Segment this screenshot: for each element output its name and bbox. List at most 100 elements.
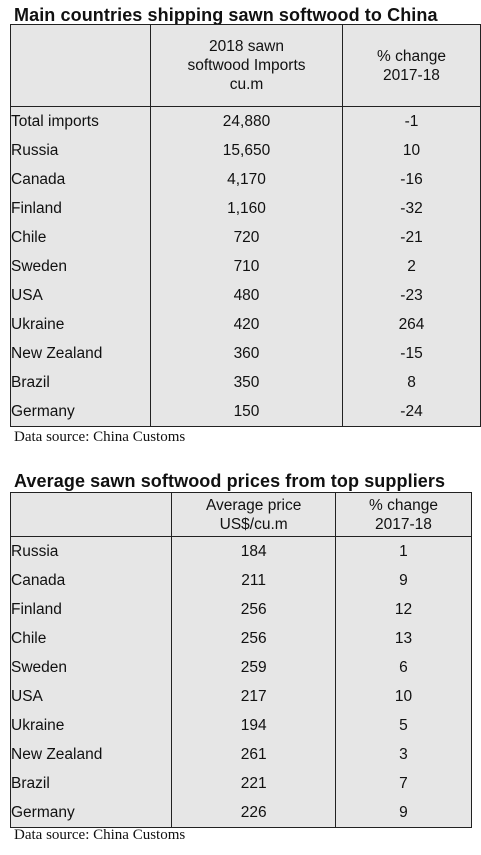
change-cell: 1 — [334, 536, 473, 566]
value-cell: 184 — [171, 536, 336, 566]
header-country — [10, 24, 151, 107]
country-cell: Sweden — [9, 653, 173, 682]
header-imports: 2018 sawn softwood Imports cu.m — [150, 24, 343, 107]
country-cell: Germany — [9, 798, 173, 828]
country-cell: Brazil — [10, 368, 151, 397]
change-cell: 3 — [334, 740, 473, 769]
change-cell: -21 — [342, 223, 481, 252]
table-row: Finland 1,160 -32 — [10, 194, 481, 223]
country-cell: Finland — [9, 595, 173, 624]
country-cell: Finland — [10, 194, 151, 223]
change-cell: -24 — [342, 397, 481, 427]
header-change: % change 2017-18 — [342, 24, 481, 107]
change-cell: 10 — [342, 136, 481, 165]
value-cell: 15,650 — [150, 136, 343, 165]
value-cell: 256 — [171, 624, 336, 653]
change-cell: -1 — [342, 106, 481, 136]
header-country — [9, 492, 173, 537]
table-header-row: 2018 sawn softwood Imports cu.m % change… — [10, 24, 481, 107]
header-change: % change 2017-18 — [334, 492, 473, 537]
table-row: Ukraine 420 264 — [10, 310, 481, 339]
table-row: Total imports 24,880 -1 — [10, 106, 481, 136]
change-cell: 13 — [334, 624, 473, 653]
table-header-row: Average price US$/cu.m % change 2017-18 — [9, 492, 473, 537]
country-cell: Sweden — [10, 252, 151, 281]
value-cell: 480 — [150, 281, 343, 310]
value-cell: 24,880 — [150, 106, 343, 136]
country-cell: Brazil — [9, 769, 173, 798]
table-row: Russia 15,650 10 — [10, 136, 481, 165]
country-cell: New Zealand — [10, 339, 151, 368]
table-row: Sweden 259 6 — [9, 653, 473, 682]
country-cell: Ukraine — [10, 310, 151, 339]
value-cell: 360 — [150, 339, 343, 368]
country-cell: Chile — [10, 223, 151, 252]
country-cell: Total imports — [10, 106, 151, 136]
change-cell: 5 — [334, 711, 473, 740]
country-cell: Chile — [9, 624, 173, 653]
table-row: Germany 226 9 — [9, 798, 473, 828]
table-row: Canada 4,170 -16 — [10, 165, 481, 194]
country-cell: Canada — [9, 566, 173, 595]
change-cell: 6 — [334, 653, 473, 682]
value-cell: 150 — [150, 397, 343, 427]
change-cell: 9 — [334, 566, 473, 595]
country-cell: USA — [10, 281, 151, 310]
value-cell: 710 — [150, 252, 343, 281]
country-cell: Ukraine — [9, 711, 173, 740]
table-row: Brazil 350 8 — [10, 368, 481, 397]
change-cell: 10 — [334, 682, 473, 711]
country-cell: New Zealand — [9, 740, 173, 769]
change-cell: 9 — [334, 798, 473, 828]
change-cell: 8 — [342, 368, 481, 397]
table1-source: Data source: China Customs — [14, 429, 186, 445]
value-cell: 420 — [150, 310, 343, 339]
country-cell: Germany — [10, 397, 151, 427]
country-cell: USA — [9, 682, 173, 711]
prices-table: Average price US$/cu.m % change 2017-18 … — [9, 492, 473, 828]
change-cell: 12 — [334, 595, 473, 624]
table-row: Sweden 710 2 — [10, 252, 481, 281]
table-row: Brazil 221 7 — [9, 769, 473, 798]
table-row: New Zealand 360 -15 — [10, 339, 481, 368]
value-cell: 256 — [171, 595, 336, 624]
change-cell: 2 — [342, 252, 481, 281]
change-cell: -23 — [342, 281, 481, 310]
change-cell: 7 — [334, 769, 473, 798]
header-imports-label: 2018 sawn softwood Imports cu.m — [187, 38, 306, 93]
table-row: Canada 211 9 — [9, 566, 473, 595]
header-change-label: % change 2017-18 — [369, 496, 438, 533]
country-cell: Canada — [10, 165, 151, 194]
value-cell: 217 — [171, 682, 336, 711]
change-cell: 264 — [342, 310, 481, 339]
table1-title: Main countries shipping sawn softwood to… — [14, 5, 438, 25]
table2-title: Average sawn softwood prices from top su… — [14, 471, 446, 491]
value-cell: 226 — [171, 798, 336, 828]
table-row: USA 480 -23 — [10, 281, 481, 310]
value-cell: 221 — [171, 769, 336, 798]
imports-table: 2018 sawn softwood Imports cu.m % change… — [10, 24, 481, 427]
table-row: Ukraine 194 5 — [9, 711, 473, 740]
table-row: Russia 184 1 — [9, 536, 473, 566]
value-cell: 259 — [171, 653, 336, 682]
header-price: Average price US$/cu.m — [171, 492, 336, 537]
value-cell: 261 — [171, 740, 336, 769]
table-row: New Zealand 261 3 — [9, 740, 473, 769]
change-cell: -16 — [342, 165, 481, 194]
table-row: Chile 720 -21 — [10, 223, 481, 252]
table-row: Chile 256 13 — [9, 624, 473, 653]
value-cell: 1,160 — [150, 194, 343, 223]
value-cell: 720 — [150, 223, 343, 252]
value-cell: 4,170 — [150, 165, 343, 194]
table2-source: Data source: China Customs — [14, 827, 186, 843]
value-cell: 194 — [171, 711, 336, 740]
header-change-label: % change 2017-18 — [377, 47, 446, 84]
table-row: USA 217 10 — [9, 682, 473, 711]
table-row: Finland 256 12 — [9, 595, 473, 624]
change-cell: -15 — [342, 339, 481, 368]
value-cell: 350 — [150, 368, 343, 397]
header-price-label: Average price US$/cu.m — [205, 496, 302, 533]
country-cell: Russia — [10, 136, 151, 165]
value-cell: 211 — [171, 566, 336, 595]
change-cell: -32 — [342, 194, 481, 223]
